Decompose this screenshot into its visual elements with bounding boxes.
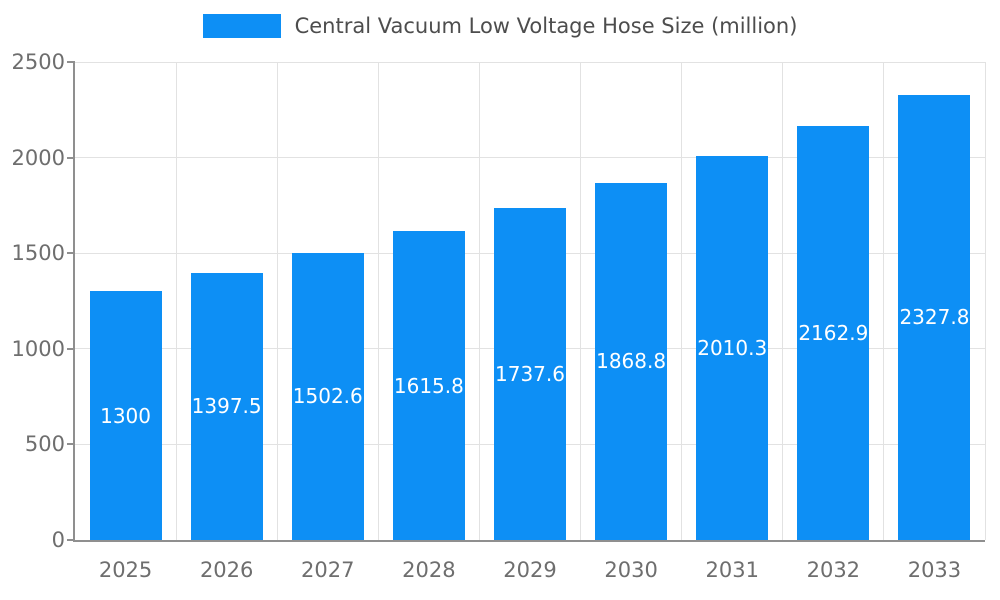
x-gridline — [681, 62, 683, 540]
bar: 1615.8 — [392, 231, 465, 540]
x-tick-label: 2030 — [604, 558, 658, 582]
x-tick-label: 2031 — [705, 558, 759, 582]
bar: 2162.9 — [797, 126, 870, 540]
x-tick-label: 2032 — [806, 558, 861, 582]
y-tick-label: 0 — [51, 528, 65, 552]
bar: 2327.8 — [898, 94, 971, 540]
x-gridline — [276, 62, 278, 540]
y-tick-mark — [67, 539, 75, 541]
y-tick-mark — [67, 252, 75, 255]
bar: 2010.3 — [696, 155, 769, 540]
bar: 1868.8 — [595, 182, 668, 540]
bar-value-label: 1737.6 — [495, 361, 565, 386]
bar: 1397.5 — [190, 272, 263, 540]
bar-value-label: 2010.3 — [697, 335, 768, 360]
chart-legend: Central Vacuum Low Voltage Hose Size (mi… — [0, 14, 1000, 38]
y-tick-label: 2500 — [11, 50, 65, 74]
y-tick-label: 1000 — [11, 336, 65, 361]
bar: 1737.6 — [494, 207, 566, 540]
y-tick-mark — [67, 61, 75, 63]
y-gridline — [75, 61, 985, 63]
bar-value-label: 1502.6 — [292, 384, 363, 409]
bar-value-label: 2162.9 — [798, 321, 869, 346]
x-tick-label: 2026 — [199, 558, 254, 582]
x-tick-label: 2027 — [301, 558, 355, 582]
bar-value-label: 1300 — [100, 403, 151, 428]
x-tick-label: 2033 — [907, 558, 962, 582]
y-tick-label: 500 — [24, 432, 65, 457]
x-gridline — [377, 62, 379, 540]
x-tick-label: 2029 — [503, 558, 557, 582]
bar: 1502.6 — [291, 252, 364, 540]
x-tick-label: 2028 — [402, 558, 456, 582]
x-gridline — [478, 62, 480, 540]
x-gridline — [782, 62, 784, 540]
axis-frame — [73, 62, 985, 542]
bar-value-label: 1397.5 — [191, 394, 262, 419]
y-tick-label: 1500 — [11, 241, 65, 266]
x-gridline — [580, 62, 582, 540]
y-tick-mark — [67, 443, 75, 446]
legend-swatch — [202, 14, 281, 38]
y-tick-mark — [67, 156, 75, 159]
bar: 1300 — [89, 291, 162, 540]
bar-value-label: 1868.8 — [596, 349, 667, 374]
chart-title: Central Vacuum Low Voltage Hose Size (mi… — [294, 14, 798, 38]
y-tick-label: 2000 — [11, 145, 65, 170]
bar-value-label: 2327.8 — [899, 305, 970, 330]
x-gridline — [984, 62, 986, 540]
x-tick-label: 2025 — [98, 558, 153, 582]
y-tick-mark — [67, 347, 75, 350]
y-gridline — [75, 157, 985, 159]
x-gridline — [175, 62, 177, 540]
bar-value-label: 1615.8 — [393, 373, 464, 398]
x-gridline — [883, 62, 885, 540]
